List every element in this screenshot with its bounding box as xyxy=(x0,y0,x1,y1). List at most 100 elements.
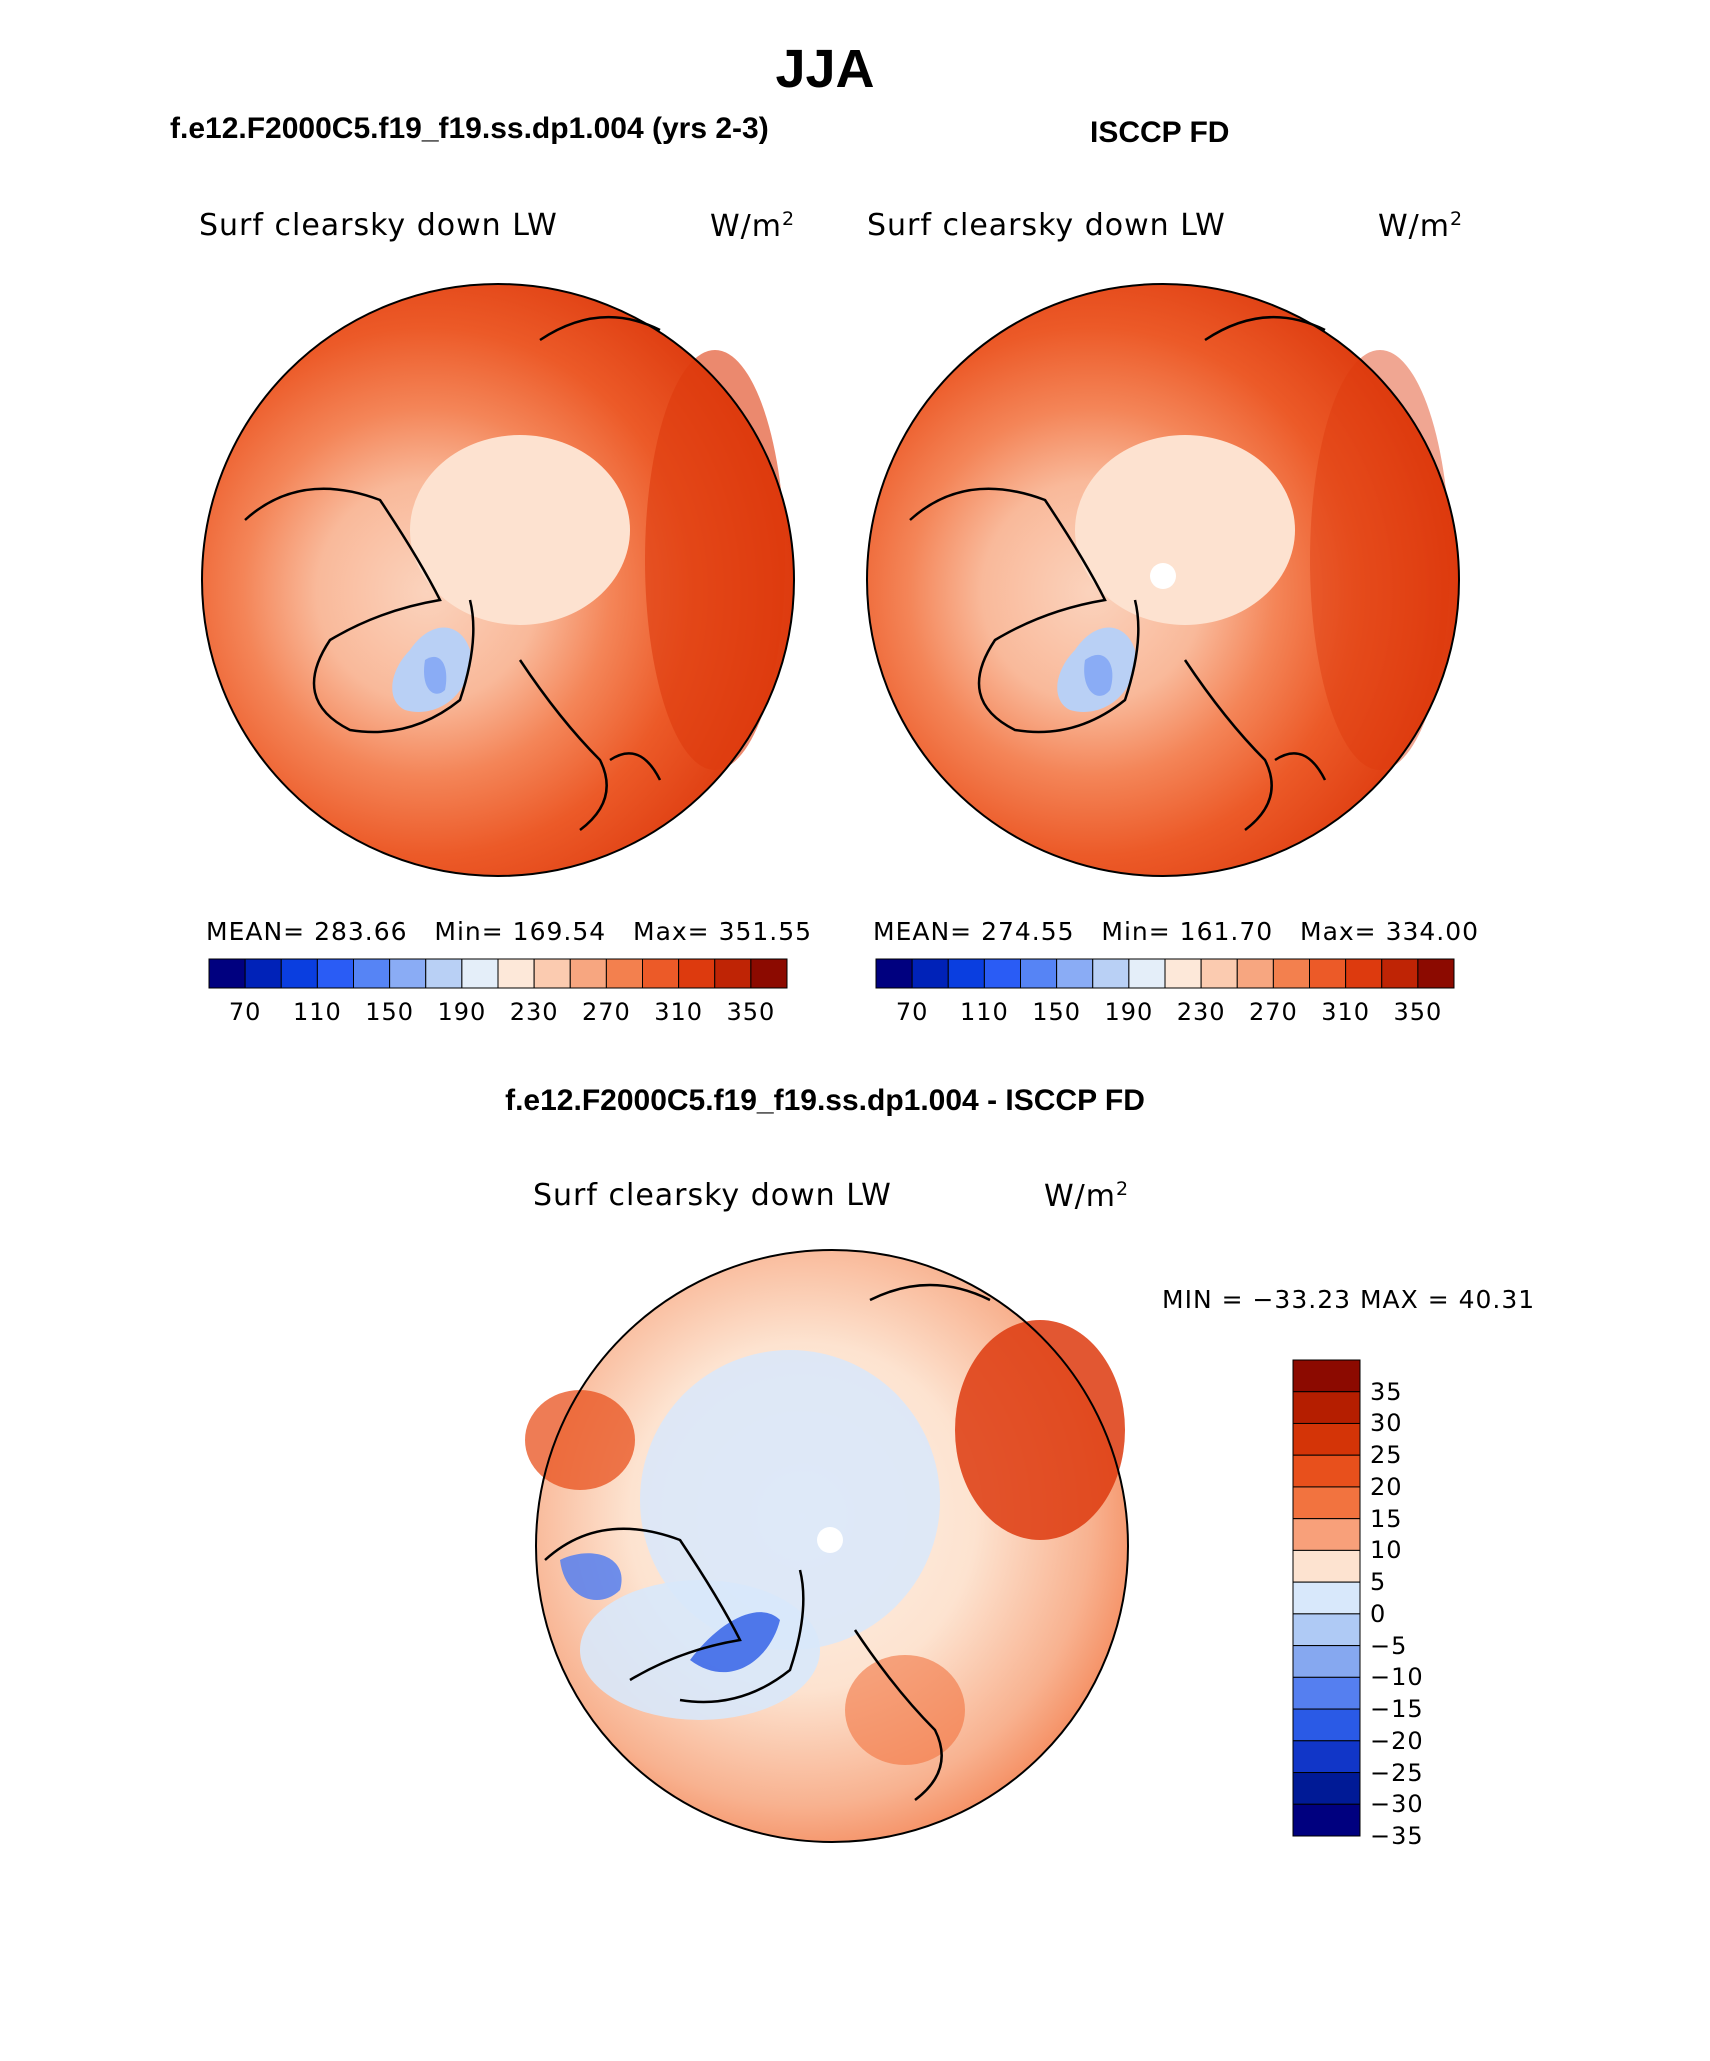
obs-colorbar-tick-label: 230 xyxy=(1176,998,1226,1026)
model-colorbar-swatch xyxy=(750,958,788,989)
diff-colorbar-tick-label: 10 xyxy=(1370,1536,1403,1565)
model-colorbar-swatch xyxy=(642,958,680,989)
diff-coastlines xyxy=(544,1283,991,1801)
obs-colorbar-swatch xyxy=(1092,958,1130,989)
obs-colorbar-tick-label: 270 xyxy=(1248,998,1298,1026)
model-map xyxy=(201,283,795,877)
model-colorbar-tick-label: 350 xyxy=(726,998,776,1026)
obs-panel-title: ISCCP FD xyxy=(1090,116,1230,149)
diff-colorbar-swatch xyxy=(1292,1518,1361,1551)
diff-colorbar-swatch xyxy=(1292,1708,1361,1742)
main-title: JJA xyxy=(775,39,875,99)
diff-colorbar-tick-label: 0 xyxy=(1370,1599,1387,1628)
obs-colorbar-swatch xyxy=(1020,958,1058,989)
obs-units: W/m2 xyxy=(1378,208,1464,244)
diff-colorbar-swatch xyxy=(1292,1454,1361,1488)
obs-stats: MEAN= 274.55 Min= 161.70 Max= 334.00 xyxy=(873,917,1480,946)
diff-map xyxy=(525,1249,1129,1843)
diff-colorbar-tick-label: −20 xyxy=(1370,1726,1424,1755)
model-variable-label: Surf clearsky down LW xyxy=(199,208,558,243)
obs-colorbar-swatch xyxy=(911,958,949,989)
model-colorbar-swatch xyxy=(316,958,354,989)
diff-colorbar-swatch xyxy=(1292,1422,1361,1456)
model-arctic-region xyxy=(410,435,630,625)
diff-positive-region-east xyxy=(955,1320,1125,1540)
model-coastlines xyxy=(244,315,662,831)
diff-colorbar-tick-label: 25 xyxy=(1370,1441,1403,1470)
obs-colorbar-tick-label: 150 xyxy=(1032,998,1082,1026)
diff-colorbar-swatch xyxy=(1292,1581,1361,1615)
diff-colorbar-swatch xyxy=(1292,1549,1361,1583)
model-colorbar-tick-label: 310 xyxy=(654,998,704,1026)
diff-colorbar-tick-label: −15 xyxy=(1370,1695,1424,1724)
diff-colorbar-tick-label: −30 xyxy=(1370,1790,1424,1819)
model-colorbar-tick-label: 150 xyxy=(365,998,415,1026)
diff-colorbar-tick-label: 20 xyxy=(1370,1472,1403,1501)
diff-colorbar-swatch xyxy=(1292,1740,1361,1774)
obs-colorbar-swatch xyxy=(1200,958,1238,989)
model-colorbar-tick-label: 270 xyxy=(581,998,631,1026)
model-warm-sector xyxy=(645,350,785,770)
diff-colorbar-swatch xyxy=(1292,1676,1361,1710)
obs-map-border xyxy=(866,283,1460,877)
obs-variable-label: Surf clearsky down LW xyxy=(867,208,1226,243)
obs-pole-hole xyxy=(1150,563,1176,589)
model-colorbar-tick-label: 230 xyxy=(509,998,559,1026)
diff-map-border xyxy=(535,1249,1129,1843)
obs-colorbar-swatch xyxy=(1164,958,1202,989)
diff-colorbar-tick-label: −10 xyxy=(1370,1663,1424,1692)
diff-units: W/m2 xyxy=(1044,1178,1130,1214)
diff-colorbar-swatch xyxy=(1292,1391,1361,1424)
obs-colorbar-tick-label: 110 xyxy=(959,998,1009,1026)
diff-colorbar-swatch xyxy=(1292,1359,1361,1393)
model-colorbar-swatch xyxy=(353,958,391,989)
diff-colorbar-swatch xyxy=(1292,1772,1361,1805)
diff-panel-title: f.e12.F2000C5.f19_f19.ss.dp1.004 - ISCCP… xyxy=(505,1084,1145,1117)
obs-colorbar-swatch xyxy=(1128,958,1166,989)
obs-colorbar-tick-label: 350 xyxy=(1393,998,1443,1026)
model-colorbar-tick-label: 110 xyxy=(292,998,342,1026)
model-colorbar-swatch xyxy=(678,958,716,989)
model-colorbar-swatch xyxy=(461,958,499,989)
diff-colorbar-swatch xyxy=(1292,1803,1361,1837)
obs-arctic-region xyxy=(1075,435,1295,625)
diff-cold-bias-west xyxy=(560,1553,622,1600)
diff-positive-region-south xyxy=(845,1655,965,1765)
diff-colorbar-tick-label: 30 xyxy=(1370,1409,1403,1438)
obs-colorbar xyxy=(875,958,1455,989)
model-colorbar-swatch xyxy=(425,958,463,989)
obs-map xyxy=(866,283,1460,877)
model-colorbar-swatch xyxy=(605,958,643,989)
diff-colorbar-tick-label: 15 xyxy=(1370,1504,1403,1533)
obs-colorbar-tick-label: 190 xyxy=(1104,998,1154,1026)
obs-colorbar-swatch xyxy=(1345,958,1383,989)
obs-colorbar-swatch xyxy=(1309,958,1347,989)
obs-colorbar-swatch xyxy=(1417,958,1455,989)
obs-colorbar-swatch xyxy=(875,958,913,989)
diff-positive-region-west xyxy=(525,1390,635,1490)
model-colorbar-swatch xyxy=(569,958,607,989)
obs-warm-sector xyxy=(1310,350,1450,770)
model-colorbar xyxy=(208,958,788,989)
obs-colorbar-tick-label: 70 xyxy=(895,998,929,1026)
diff-variable-label: Surf clearsky down LW xyxy=(533,1178,892,1213)
diff-colorbar-tick-label: −35 xyxy=(1370,1822,1424,1850)
model-colorbar-swatch xyxy=(208,958,246,989)
model-colorbar-swatch xyxy=(244,958,282,989)
diff-cold-bias-greenland xyxy=(690,1612,780,1673)
model-units: W/m2 xyxy=(710,208,796,244)
model-colorbar-tick-label: 70 xyxy=(228,998,262,1026)
model-colorbar-tick-label: 190 xyxy=(437,998,487,1026)
diff-colorbar-tick-label: −5 xyxy=(1370,1631,1408,1660)
obs-colorbar-tick-label: 310 xyxy=(1321,998,1371,1026)
diff-colorbar-swatch xyxy=(1292,1613,1361,1647)
model-panel-title: f.e12.F2000C5.f19_f19.ss.dp1.004 (yrs 2-… xyxy=(170,112,769,145)
model-colorbar-swatch xyxy=(714,958,752,989)
model-colorbar-swatch xyxy=(280,958,318,989)
model-greenland-core xyxy=(424,656,447,694)
diff-colorbar-tick-label: 5 xyxy=(1370,1568,1387,1597)
model-stats: MEAN= 283.66 Min= 169.54 Max= 351.55 xyxy=(206,917,813,946)
obs-coastlines xyxy=(909,315,1327,831)
diff-colorbar-tick-label: −25 xyxy=(1370,1758,1424,1787)
